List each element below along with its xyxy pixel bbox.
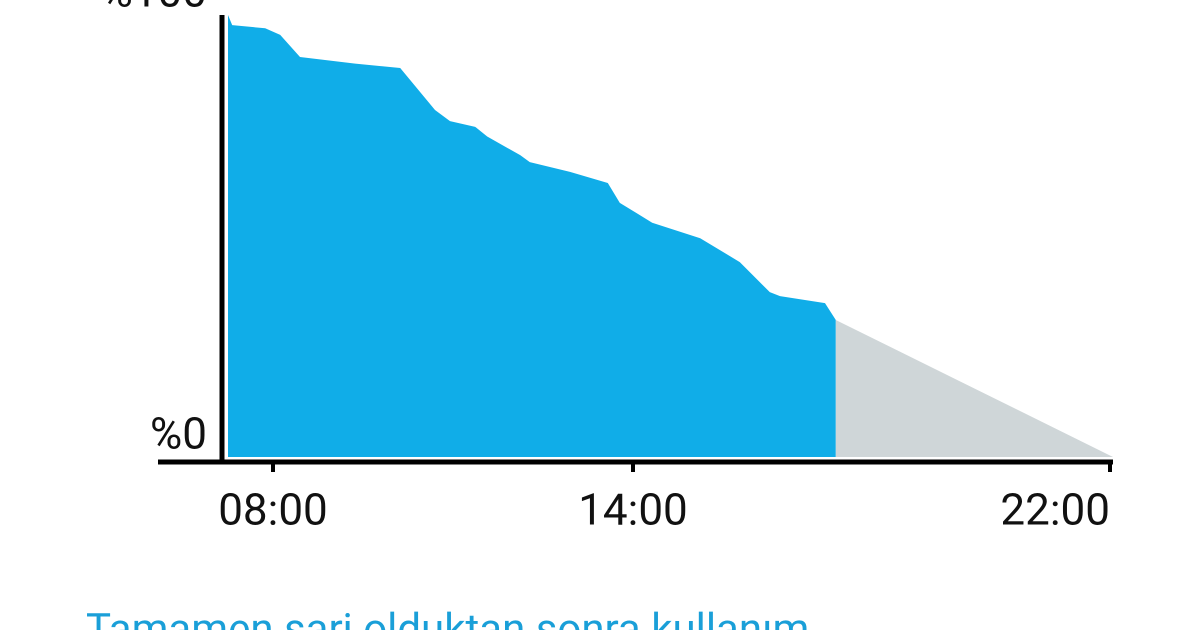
- y-tick-label: %100: [101, 0, 207, 18]
- x-tick-label: 08:00: [218, 484, 328, 536]
- x-tick-label: 22:00: [1000, 484, 1110, 536]
- x-tick-label: 14:00: [578, 484, 688, 536]
- area: [228, 15, 836, 457]
- y-tick-label: %0: [150, 408, 207, 460]
- area: [835, 319, 1113, 457]
- footer-link[interactable]: Tamamen şarj olduktan sonra kullanım: [86, 605, 809, 630]
